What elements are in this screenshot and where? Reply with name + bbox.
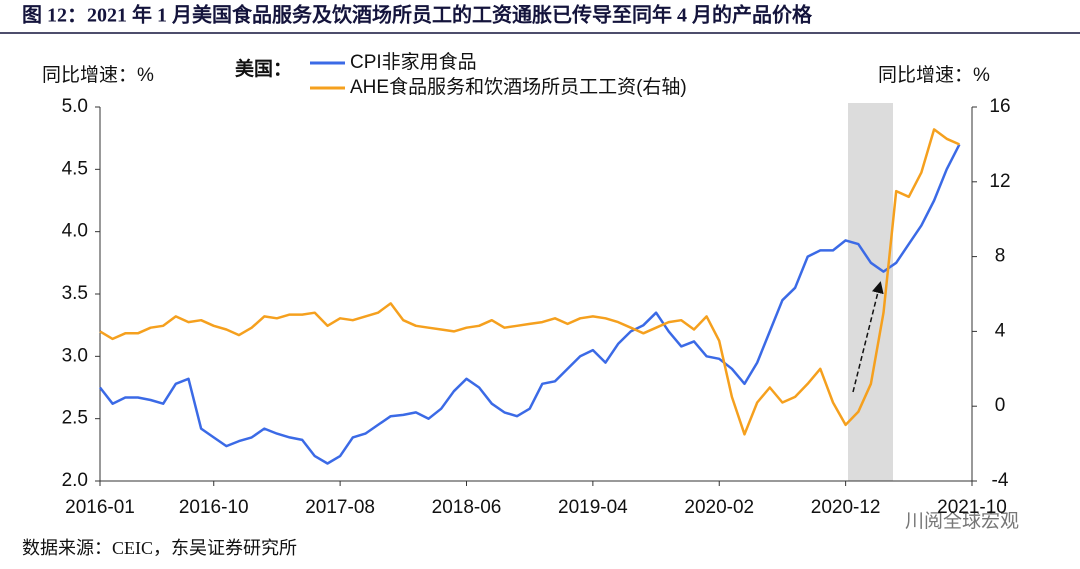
x-tick-label: 2020-12 (811, 497, 881, 518)
x-tick-label: 2019-04 (558, 497, 628, 518)
x-tick-label: 2016-01 (65, 497, 135, 518)
y2-axis-label: 同比增速：% (878, 64, 990, 86)
y-tick-label: 5.0 (62, 96, 88, 117)
y2-tick-label: 8 (995, 246, 1006, 267)
legend-title: 美国： (235, 57, 292, 80)
y2-tick-label: 12 (989, 171, 1010, 192)
legend-label: CPI非家用食品 (350, 51, 477, 73)
y-tick-label: 4.0 (62, 221, 88, 242)
chart-title: 图 12：2021 年 1 月美国食品服务及饮酒场所员工的工资通胀已传导至同年 … (22, 3, 813, 27)
x-tick-label: 2016-10 (179, 497, 249, 518)
x-tick-label: 2021-10 (937, 497, 1007, 518)
y-tick-label: 4.5 (62, 158, 88, 179)
y-tick-label: 2.5 (62, 408, 88, 429)
y2-tick-label: -4 (992, 470, 1009, 491)
watermark: 川阅全球宏观 (905, 510, 1019, 532)
y-tick-label: 3.5 (62, 283, 88, 304)
annotation-arrow (852, 281, 884, 393)
series-line (99, 128, 960, 436)
y2-tick-label: 16 (989, 96, 1010, 117)
y-tick-label: 3.0 (62, 345, 88, 366)
y2-tick-label: 4 (995, 320, 1006, 341)
x-tick-label: 2020-02 (684, 497, 754, 518)
legend-label: AHE食品服务和饮酒场所员工工资(右轴) (350, 76, 687, 98)
y-tick-label: 2.0 (62, 470, 88, 491)
series-line (99, 143, 961, 465)
x-tick-label: 2017-08 (305, 497, 375, 518)
x-tick-label: 2018-06 (432, 497, 502, 518)
y-axis-label: 同比增速：% (42, 64, 154, 86)
y2-tick-label: 0 (995, 395, 1006, 416)
source-note: 数据来源：CEIC，东吴证券研究所 (22, 538, 297, 558)
